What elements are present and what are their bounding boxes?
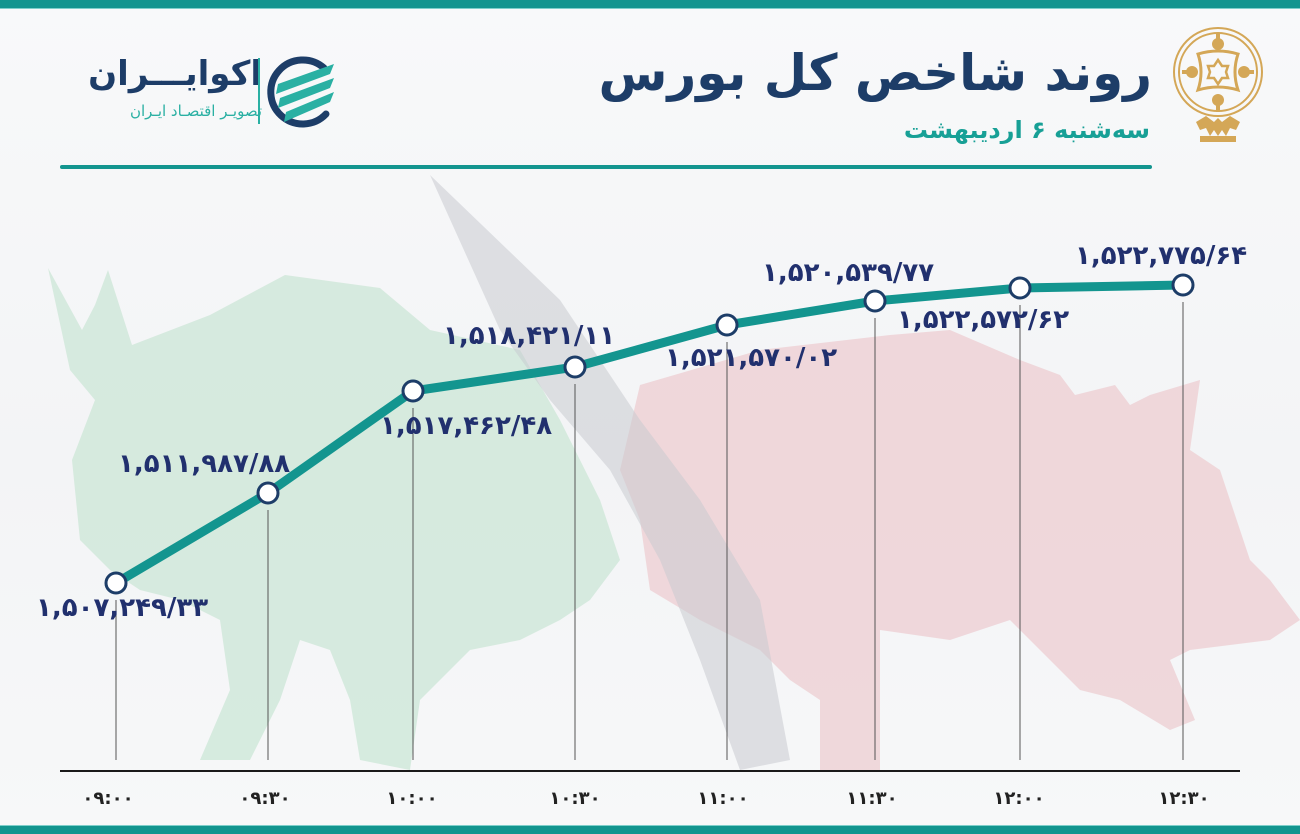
tehran-stock-exchange-emblem-icon bbox=[1173, 27, 1263, 142]
data-label-1130: ۱,۵۲۰,۵۳۹/۷۷ bbox=[762, 258, 935, 288]
x-tick-1000: ۱۰:۰۰ bbox=[386, 788, 438, 809]
x-tick-1200: ۱۲:۰۰ bbox=[993, 788, 1045, 809]
top-accent-bar bbox=[0, 0, 1300, 9]
brand-tagline: تصویـر اقتصـاد ایـران bbox=[129, 102, 262, 120]
bottom-accent-bar bbox=[0, 825, 1300, 834]
data-point bbox=[256, 481, 280, 505]
x-tick-0930: ۰۹:۳۰ bbox=[239, 788, 291, 809]
x-tick-0900: ۰۹:۰۰ bbox=[82, 788, 134, 809]
data-label-1230: ۱,۵۲۲,۷۷۵/۶۴ bbox=[1075, 241, 1248, 271]
arrow-shadow-shape bbox=[430, 175, 790, 770]
econews-swoosh-logo-icon bbox=[267, 56, 334, 128]
data-point bbox=[104, 571, 128, 595]
date-subtitle: سه‌شنبه ۶ اردیبهشت bbox=[903, 116, 1150, 144]
x-tick-1130: ۱۱:۳۰ bbox=[846, 788, 898, 809]
data-label-1000: ۱,۵۱۷,۴۶۲/۴۸ bbox=[380, 411, 553, 441]
data-point bbox=[563, 355, 587, 379]
data-point bbox=[401, 379, 425, 403]
drop-lines bbox=[115, 302, 1184, 760]
data-label-1200: ۱,۵۲۲,۵۷۲/۶۲ bbox=[897, 305, 1070, 335]
bear-silhouette bbox=[620, 330, 1300, 770]
bull-silhouette bbox=[48, 268, 620, 770]
brand-block: اکوایـــران تصویـر اقتصـاد ایـران bbox=[74, 50, 344, 130]
data-point-markers bbox=[104, 273, 1195, 595]
data-point bbox=[1171, 273, 1195, 297]
header-divider bbox=[60, 165, 1152, 169]
data-label-0900: ۱,۵۰۷,۲۴۹/۳۳ bbox=[36, 593, 209, 623]
page-title: روند شاخص کل بورس bbox=[598, 44, 1153, 102]
data-point bbox=[715, 313, 739, 337]
data-label-0930: ۱,۵۱۱,۹۸۷/۸۸ bbox=[118, 449, 291, 479]
data-label-1100: ۱,۵۲۱,۵۷۰/۰۲ bbox=[665, 343, 838, 373]
data-point bbox=[863, 289, 887, 313]
brand-name: اکوایـــران bbox=[88, 54, 262, 94]
data-label-1030: ۱,۵۱۸,۴۲۱/۱۱ bbox=[443, 321, 616, 351]
x-tick-1100: ۱۱:۰۰ bbox=[697, 788, 749, 809]
brand-separator bbox=[258, 58, 260, 124]
data-point bbox=[1008, 276, 1032, 300]
index-series-line bbox=[111, 280, 1188, 588]
x-tick-1230: ۱۲:۳۰ bbox=[1158, 788, 1210, 809]
x-tick-1030: ۱۰:۳۰ bbox=[549, 788, 601, 809]
